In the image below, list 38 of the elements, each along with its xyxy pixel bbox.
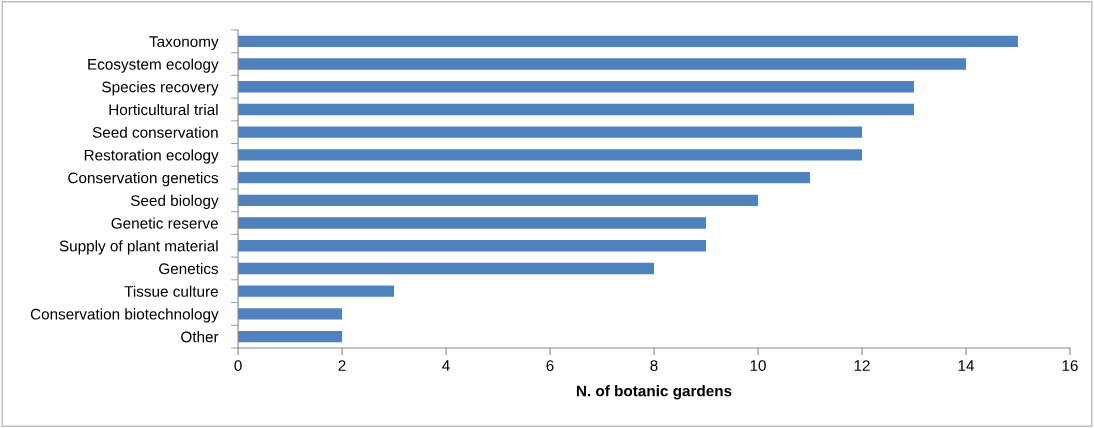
x-axis-title: N. of botanic gardens [576,385,732,400]
bar [238,285,395,297]
bar [238,217,706,229]
x-tick-label: 0 [234,360,242,371]
bar [238,126,862,138]
y-tick-label: Conservation biotechnology [30,308,219,323]
y-tick-label: Conservation genetics [68,172,219,187]
bar [238,58,966,70]
y-tick-label: Seed conservation [92,126,218,138]
y-tick-label: Other [181,331,219,343]
x-tick-label: 2 [338,360,346,371]
bar [238,103,914,116]
y-tick-label: Supply of plant material [59,240,218,255]
y-tick-label: Genetic reserve [111,217,218,229]
bar [238,149,862,161]
bar [238,171,810,184]
bar [238,330,343,343]
y-tick-label: Seed biology [130,194,219,210]
y-tick-label: Tissue culture [124,285,218,297]
y-tick-label: Horticultural trial [109,103,218,116]
bar [238,194,758,206]
y-tick-label: Genetics [159,262,219,275]
bar [238,240,706,252]
y-tick-label: Taxonomy [149,36,219,51]
bar [238,308,343,320]
x-tick-label: 10 [750,360,766,371]
bar [238,262,654,275]
x-tick-label: 14 [958,360,974,371]
x-tick-label: 6 [546,360,554,371]
x-tick-label: 16 [1062,360,1078,371]
y-tick-label: Restoration ecology [84,149,219,164]
x-tick-label: 12 [854,360,870,371]
y-tick-label: Species recovery [102,81,219,96]
bar [238,81,914,93]
y-tick-label: Ecosystem ecology [88,58,219,73]
x-tick-label: 4 [442,360,450,371]
bar [238,35,1018,47]
x-tick-label: 8 [650,360,658,371]
